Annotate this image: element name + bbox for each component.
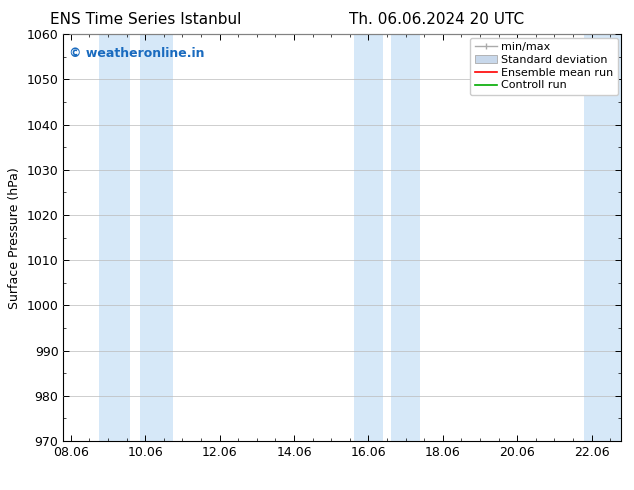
Bar <box>139 34 173 441</box>
Bar <box>391 34 420 441</box>
Bar <box>584 34 621 441</box>
Bar <box>354 34 384 441</box>
Bar <box>99 34 131 441</box>
Legend: min/max, Standard deviation, Ensemble mean run, Controll run: min/max, Standard deviation, Ensemble me… <box>470 38 618 95</box>
Text: Th. 06.06.2024 20 UTC: Th. 06.06.2024 20 UTC <box>349 12 524 27</box>
Y-axis label: Surface Pressure (hPa): Surface Pressure (hPa) <box>8 167 21 309</box>
Text: © weatheronline.in: © weatheronline.in <box>69 47 205 59</box>
Text: ENS Time Series Istanbul: ENS Time Series Istanbul <box>49 12 241 27</box>
